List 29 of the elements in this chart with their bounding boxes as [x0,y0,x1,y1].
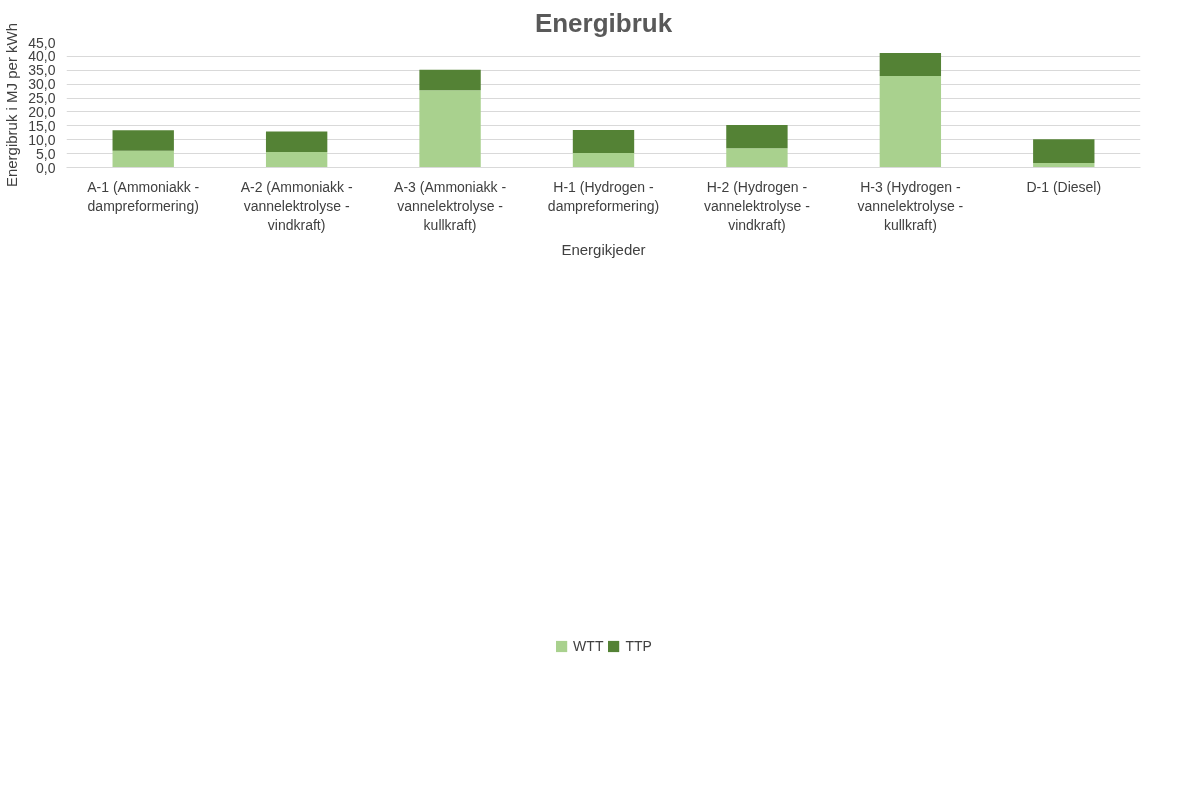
legend-label: TTP [625,638,652,654]
bar [1033,139,1095,164]
x-axis-title: Energikjeder [561,240,646,258]
y-tick-label: 25,0 [28,90,56,107]
bar [726,148,788,168]
x-tick-label: H-2 (Hydrogen - vannelektrolyse - vindkraft) [704,178,811,233]
bar [879,76,942,168]
x-tick-label: A-3 (Ammoniakk - vannelektrolyse - kullkraft) [394,178,507,233]
x-tick-label: H-1 (Hydrogen - dampreformering) [547,178,660,214]
bar [419,69,481,91]
legend-label: WTT [573,638,604,654]
bar [572,153,635,168]
bar [112,150,174,168]
y-tick-label: 30,0 [28,76,56,93]
y-tick-label: 45,0 [28,34,56,51]
chart-title: Energibruk [534,7,673,38]
bar [726,125,788,149]
y-axis-title: Energibruk i MJ per kWh [3,22,21,188]
bar [879,53,942,77]
x-tick-label: H-3 (Hydrogen - vannelektrolyse - kullkraft) [857,178,964,233]
x-tick-label: A-2 (Ammoniakk - vannelektrolyse - vindkraft) [240,178,353,233]
y-tick-label: 35,0 [28,62,56,79]
bar [265,151,328,168]
bar [265,131,328,152]
x-tick-label: A-1 (Ammoniakk - dampreformering) [87,178,200,214]
bar [112,130,174,151]
bar [572,130,635,154]
bar [419,90,481,168]
x-tick-label: D-1 (Diesel) [1026,178,1102,195]
